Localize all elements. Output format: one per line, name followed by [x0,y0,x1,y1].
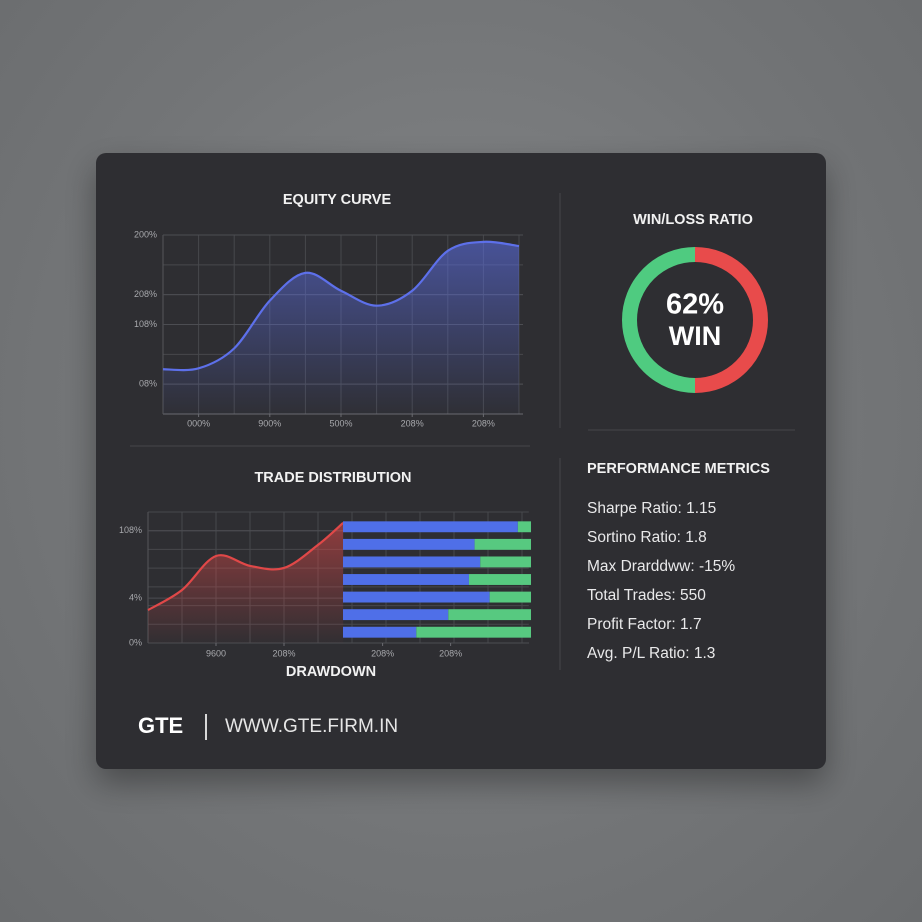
y-tick-label: 108% [119,525,142,535]
metric: Profit Factor: 1.7 [587,616,702,633]
bar-segment [489,591,531,603]
bar-segment [343,626,417,638]
x-tick-label: 900% [258,418,281,428]
metrics-list: Sharpe Ratio: 1.15 Sortino Ratio: 1.8 Max … [587,500,735,662]
donut-segment [694,247,768,393]
bar-segment [343,591,490,603]
bar-segment [343,521,518,533]
y-tick-label: 208% [134,289,157,299]
bar-segment [343,538,475,550]
bar-segment [343,609,449,621]
x-axis-label: DRAWDOWN [286,664,376,680]
x-tick-label: 000% [187,418,210,428]
chart-title: WIN/LOSS RATIO [633,212,753,228]
bar-segment [448,609,531,621]
area [148,522,344,643]
y-tick-label: 0% [129,637,142,647]
bar-segment [517,521,531,533]
metrics-title: PERFORMANCE METRICS [587,461,770,477]
bar-segment [343,574,469,585]
metric: Avg. P/L Ratio: 1.3 [587,645,715,662]
x-tick-label: 9600 [206,648,226,658]
chart-title: TRADE DISTRIBUTION [254,470,411,486]
y-tick-label: 08% [139,379,157,389]
x-tick-label: 208% [439,648,462,658]
url: WWW.GTE.FIRM.IN [225,716,398,737]
x-tick-label: 208% [472,418,495,428]
chart-title: EQUITY CURVE [283,192,392,208]
y-tick-label: 4% [129,592,142,602]
center-label: 62% [666,289,724,321]
x-tick-label: 500% [329,418,352,428]
metric: Sharpe Ratio: 1.15 [587,500,716,517]
line [147,522,344,612]
x-tick-label: 208% [371,648,394,658]
x-tick-label: 208% [272,648,295,658]
line [162,240,520,372]
y-tick-label: 108% [134,319,157,329]
y-tick-label: 200% [134,229,157,239]
x-tick-label: 208% [401,418,424,428]
bar-segment [416,626,531,638]
area [163,241,519,414]
metric: Total Trades: 550 [587,587,706,604]
metric: Max Drarddww: -15% [587,558,735,575]
bar-segment [468,574,531,585]
bar-segment [474,538,531,550]
bar-segment [480,556,531,568]
center-sublabel: WIN [669,321,721,351]
donut-segment [622,247,696,393]
brand: GTE [138,713,183,738]
bar-segment [343,556,481,568]
metric: Sortino Ratio: 1.8 [587,529,707,546]
